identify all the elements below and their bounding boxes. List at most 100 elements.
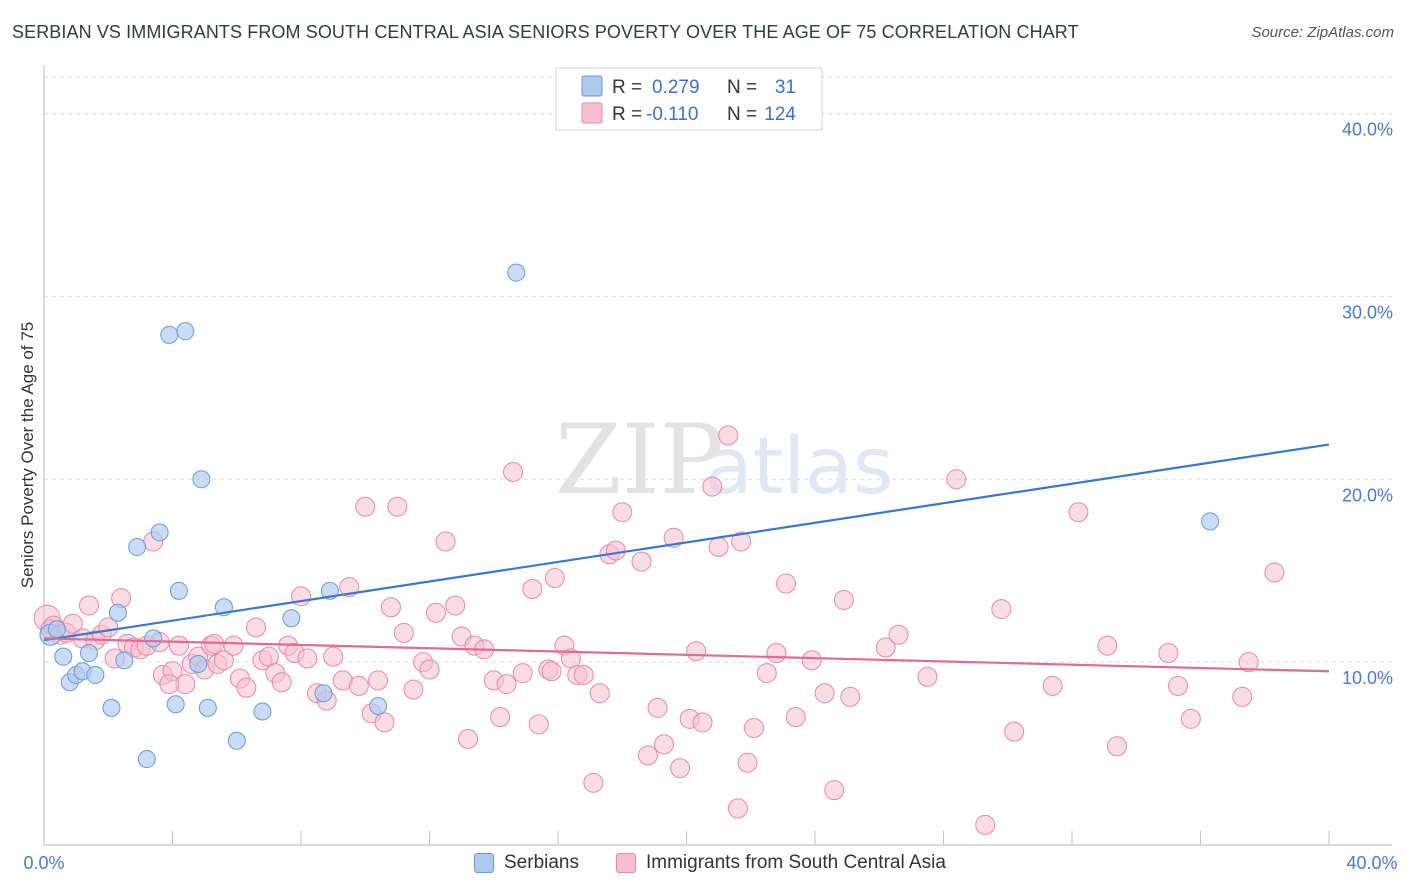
immigrants-point xyxy=(583,772,604,793)
legend-swatch-immigrants xyxy=(581,102,603,124)
immigrants-point xyxy=(917,666,938,687)
legend-label-serbians: Serbians xyxy=(504,852,579,873)
immigrants-point xyxy=(458,728,479,749)
immigrants-point xyxy=(743,717,764,738)
immigrants-point xyxy=(355,496,376,517)
immigrants-point xyxy=(824,780,845,801)
immigrants-point xyxy=(840,686,861,707)
legend-r-label-immigrants: R = xyxy=(612,104,642,125)
immigrants-point xyxy=(503,461,524,482)
legend-item-serbians[interactable]: Serbians xyxy=(474,852,579,874)
immigrants-point xyxy=(1068,502,1089,523)
immigrants-point xyxy=(522,579,543,599)
serbians-point xyxy=(128,537,147,556)
immigrants-point xyxy=(490,707,511,727)
serbians-point xyxy=(253,702,272,721)
immigrants-point xyxy=(213,650,234,671)
immigrants-point xyxy=(380,597,401,618)
immigrants-point xyxy=(1097,635,1118,656)
immigrants-point xyxy=(686,641,707,662)
immigrants-trend-line xyxy=(43,637,1330,673)
legend-r-label-serbians: R = xyxy=(612,77,642,98)
immigrants-point xyxy=(776,573,797,594)
serbians-point xyxy=(102,698,121,717)
immigrants-point xyxy=(368,670,389,691)
serbians-point xyxy=(108,603,127,622)
immigrants-point xyxy=(785,707,806,727)
chart-title: SERBIAN VS IMMIGRANTS FROM SOUTH CENTRAL… xyxy=(12,22,1079,42)
serbians-point xyxy=(160,325,179,344)
immigrants-point xyxy=(512,663,533,684)
immigrants-point xyxy=(323,646,344,667)
immigrants-point xyxy=(946,469,967,490)
trend-lines xyxy=(43,443,1330,673)
immigrants-point xyxy=(393,622,414,643)
immigrants-point xyxy=(718,425,739,446)
immigrants-point xyxy=(403,679,424,700)
immigrants-point xyxy=(801,650,822,671)
immigrants-point xyxy=(1158,643,1179,663)
immigrants-point xyxy=(246,617,267,638)
immigrants-point xyxy=(1180,708,1201,729)
immigrants-point xyxy=(159,674,180,695)
serbians-point xyxy=(115,651,134,670)
serbians-point xyxy=(150,523,169,542)
serbians-point xyxy=(144,629,163,648)
immigrants-point xyxy=(631,551,652,572)
serbians-point xyxy=(198,698,217,717)
immigrants-point xyxy=(544,568,565,589)
immigrants-point xyxy=(496,674,517,695)
immigrants-point xyxy=(833,589,854,610)
immigrants-point xyxy=(647,697,668,718)
serbians-point xyxy=(314,684,333,703)
immigrants-point xyxy=(1004,721,1025,742)
serbians-point xyxy=(169,581,188,600)
x-ticks xyxy=(43,831,1330,845)
x-tick-label-max: 40.0% xyxy=(1346,853,1397,873)
immigrants-point xyxy=(387,496,408,517)
serbians-point xyxy=(1201,512,1220,531)
serbians-point xyxy=(189,654,208,673)
gridlines xyxy=(44,76,1392,663)
immigrants-point xyxy=(528,714,549,735)
serbians-trend-line xyxy=(43,443,1330,642)
immigrants-point xyxy=(223,635,244,656)
y-axis-label: Seniors Poverty Over the Age of 75 xyxy=(18,322,37,588)
immigrants-point xyxy=(612,502,633,523)
immigrants-point xyxy=(435,531,456,552)
immigrants-point xyxy=(692,712,713,733)
immigrants-point xyxy=(975,814,996,835)
immigrants-point xyxy=(702,476,723,497)
serbians-point xyxy=(282,609,301,628)
legend-swatch-immigrants-bottom xyxy=(616,853,636,873)
immigrants-point xyxy=(708,536,729,557)
serbians-point xyxy=(369,697,388,716)
immigrants-point xyxy=(737,752,758,773)
legend-swatch-serbians xyxy=(581,75,603,97)
y-tick-label-3: 40.0% xyxy=(1342,120,1393,140)
immigrants-point xyxy=(875,637,896,658)
serbians-point xyxy=(192,470,211,489)
immigrants-point xyxy=(1264,562,1285,583)
y-tick-label-0: 10.0% xyxy=(1342,668,1393,688)
y-tick-label-2: 30.0% xyxy=(1342,302,1393,322)
legend-r-value-serbians: 0.279 xyxy=(652,77,700,98)
immigrants-point xyxy=(1106,736,1127,757)
source-credit: Source: ZipAtlas.com xyxy=(1251,24,1394,41)
immigrants-point xyxy=(541,661,562,682)
immigrants-point xyxy=(1238,652,1259,673)
immigrants-point xyxy=(1168,675,1189,696)
legend-item-immigrants[interactable]: Immigrants from South Central Asia xyxy=(616,852,946,874)
serbians-point xyxy=(86,665,105,684)
immigrants-point xyxy=(766,643,787,663)
legend-swatch-serbians-bottom xyxy=(474,853,494,873)
immigrants-point xyxy=(348,675,369,696)
serbians-point xyxy=(507,263,526,282)
watermark-zip: ZIP xyxy=(555,404,724,516)
immigrants-point xyxy=(425,602,446,623)
immigrants-point xyxy=(670,758,691,779)
immigrants-point xyxy=(637,745,658,766)
immigrants-point xyxy=(419,659,440,680)
immigrants-point xyxy=(727,798,748,819)
